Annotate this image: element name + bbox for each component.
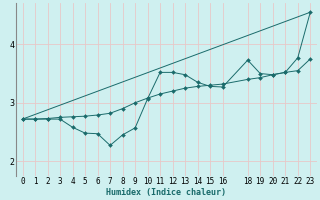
X-axis label: Humidex (Indice chaleur): Humidex (Indice chaleur) (106, 188, 226, 197)
